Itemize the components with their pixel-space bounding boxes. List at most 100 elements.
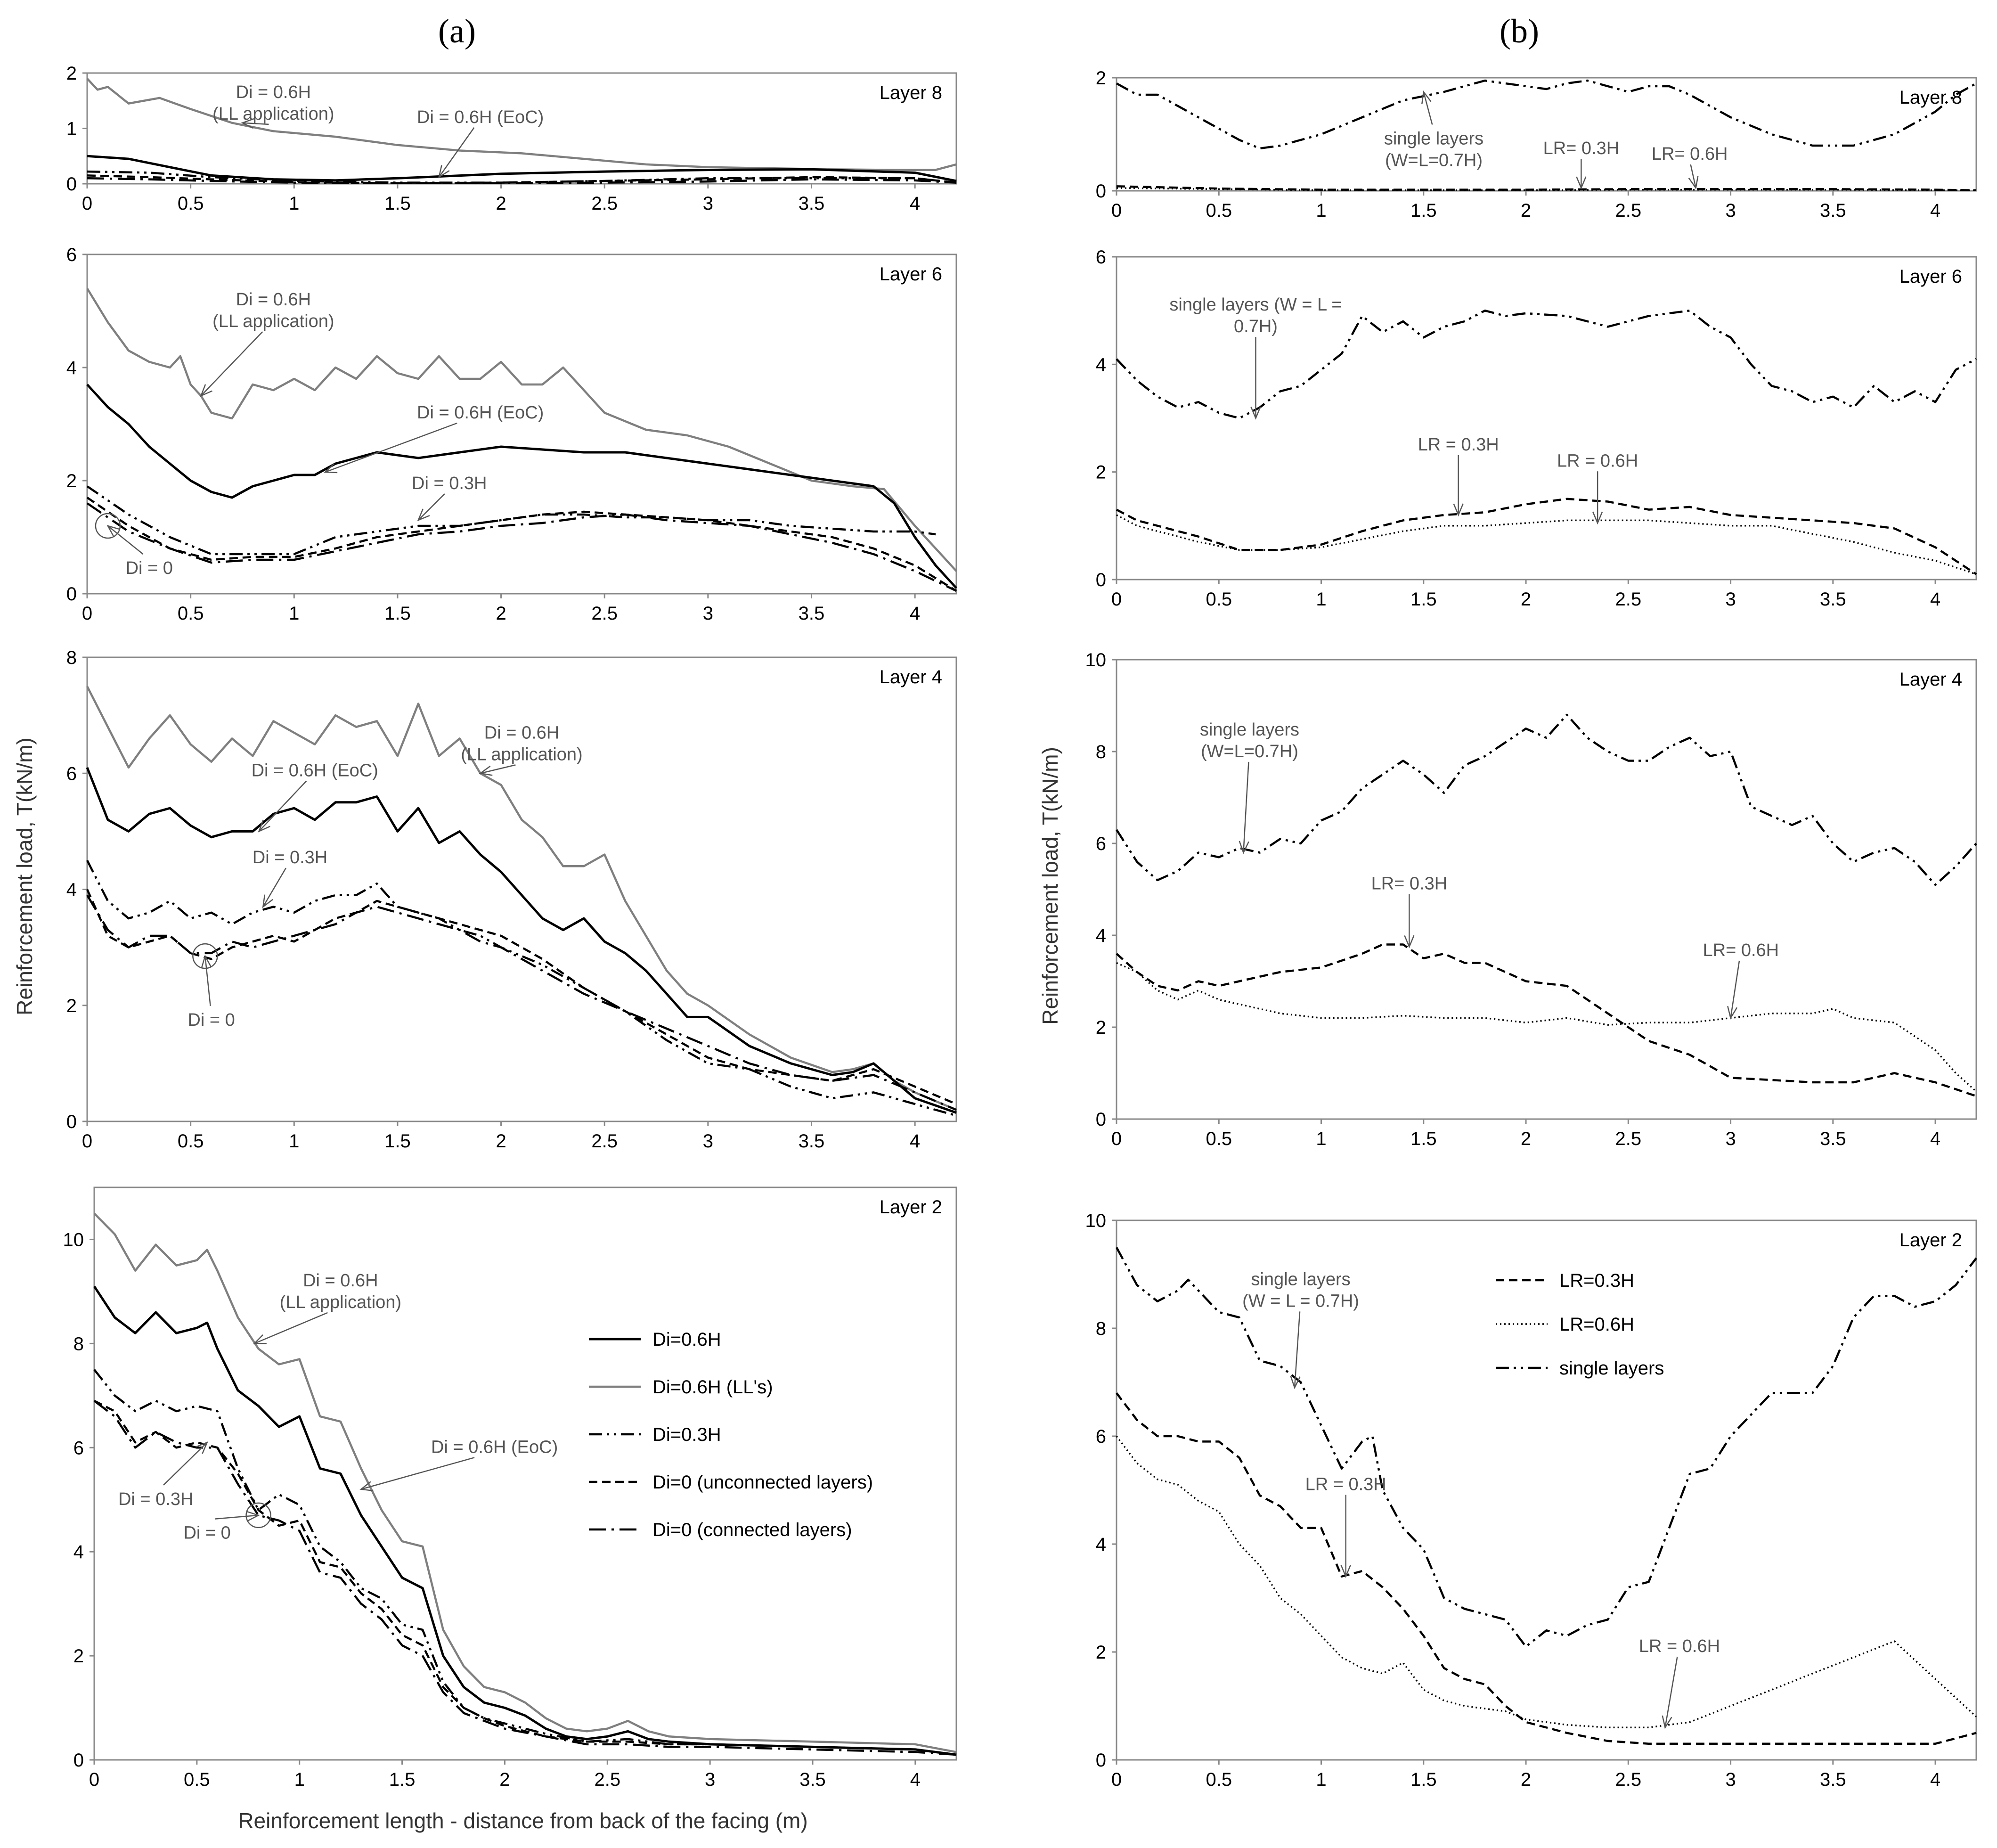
series-line-di-0-6h [87,155,957,182]
series-line-di-0-6h [93,1285,957,1756]
y-tick-label: 2 [1096,1017,1106,1038]
annotation-arrowhead [196,1441,208,1454]
x-tick-label: 2 [499,1769,510,1790]
chart-a8: 0 0.5 1 1.5 2 2.5 3 3.5 4 0 1 2 Layer 8 Di = 0.6H (LL … [66,63,957,214]
x-tick-label: 2 [1521,1769,1531,1790]
x-tick-label: 1 [1316,1128,1326,1149]
annotation-label: single layers (W = L = 0.7H) [1242,1269,1359,1311]
x-tick-label: 2.5 [591,1131,618,1152]
y-tick-label: 6 [1096,247,1106,268]
annotation-arrowhead [1688,176,1699,190]
x-tick-label: 0 [82,193,92,214]
y-tick-label: 0 [1096,570,1106,590]
x-tick-label: 2.5 [1615,589,1642,610]
y-tick-label: 10 [63,1229,84,1250]
x-tick-label: 1.5 [1410,589,1437,610]
x-tick-label: 1.5 [389,1769,416,1790]
x-tick-label: 3 [703,1131,713,1152]
annotation-line: (LL application) [212,311,334,331]
x-tick-label: 3 [1725,1128,1736,1149]
x-tick-label: 0 [1111,589,1122,610]
annotation-arrow [1664,1656,1678,1728]
annotation-arrow [214,1514,259,1520]
x-tick-label: 0 [82,603,92,624]
y-tick-label: 6 [1096,834,1106,854]
annotation-line: LR = 0.3H [1418,435,1499,455]
annotation-label: Di = 0.3H [118,1489,193,1509]
x-tick-label: 1 [289,193,299,214]
x-tick-label: 0.5 [178,603,204,624]
annotation-label: Di = 0.6H (EoC) [252,760,378,780]
x-axis-title: Reinforcement length - distance from bac… [238,1808,807,1833]
series-line-di-0-connected-layers [86,894,957,1111]
panel-label-b: (b) [1500,12,1539,50]
annotation-arrow [1690,164,1696,188]
y-tick-label: 8 [1096,1318,1106,1339]
x-tick-label: 4 [1930,200,1940,221]
annotation-line: Di = 0.6H (EoC) [417,107,544,127]
x-tick-label: 1.5 [384,193,411,214]
annotation-arrowhead [1340,1565,1351,1578]
annotation-label: Di = 0 [183,1523,230,1543]
x-tick-label: 2.5 [594,1769,620,1790]
annotation-line: LR= 0.6H [1652,144,1728,164]
annotation-arrow [258,780,307,832]
panel-label-a: (a) [438,12,476,50]
layer-label: Layer 2 [880,1197,942,1218]
annotation-line: (W=L=0.7H) [1201,742,1298,761]
annotation-arrowhead [1592,511,1603,525]
annotation-line: single layers [1200,720,1299,740]
x-tick-label: 3.5 [1820,200,1846,221]
series-line-single-layers [1116,713,1977,886]
annotation-label: LR = 0.3H [1305,1475,1386,1495]
chart-b4: 0 0.5 1 1.5 2 2.5 3 3.5 4 0 2 4 6 8 10 Layer 4 single la… [1085,650,1977,1149]
y-tick-label: 2 [73,1646,84,1667]
annotation-arrowhead [246,1511,260,1521]
annotation-label: Di = 0 [187,1010,235,1030]
annotation-label: LR = 0.6H [1557,451,1638,471]
annotation-line: Di = 0.6H (EoC) [252,760,378,780]
annotation-line: (W = L = 0.7H) [1242,1291,1359,1311]
annotation-line: LR = 0.6H [1557,451,1638,471]
y-tick-label: 10 [1085,1210,1107,1231]
x-tick-label: 1.5 [384,1131,411,1152]
y-axis-title-left: Reinforcement load, T(kN/m) [12,737,37,1015]
x-tick-label: 1 [289,603,299,624]
annotation-arrow [417,493,445,521]
x-tick-label: 2 [496,193,506,214]
series-line-di-0-unconnected-layers [93,1399,957,1756]
annotation-label: LR = 0.3H [1418,435,1499,455]
y-tick-label: 6 [1096,1426,1106,1447]
annotation-line: (LL application) [212,104,334,124]
y-tick-label: 0 [1096,1109,1106,1130]
y-tick-label: 6 [73,1438,84,1458]
y-tick-label: 0 [66,584,77,605]
plot-frame [1116,1219,1977,1761]
y-tick-label: 4 [1096,925,1106,946]
x-tick-label: 1.5 [1410,1769,1437,1790]
x-tick-label: 0.5 [1206,589,1232,610]
x-tick-label: 2.5 [1615,1769,1642,1790]
x-tick-label: 3.5 [1820,1128,1846,1149]
annotation-label: single layers (W=L=0.7H) [1384,129,1483,171]
annotation-line: Di = 0.3H [412,474,487,493]
legend-b: LR=0.3H LR=0.6H single layers [1496,1270,1664,1379]
annotation-arrow [163,1442,208,1486]
annotation-label: Di = 0.6H (LL application) [212,290,334,331]
series-line-di-0-6h-ll-s [86,287,957,572]
annotation-arrowhead [253,1334,267,1344]
annotation-label: LR = 0.6H [1639,1636,1720,1656]
legend-label-lr-0-6h: LR=0.6H [1559,1314,1634,1335]
annotation-label: Di = 0.6H (EoC) [417,107,544,127]
annotation-line: single layers [1251,1269,1350,1289]
annotation-line: LR= 0.3H [1543,139,1620,158]
x-tick-label: 2 [1521,589,1531,610]
annotation-arrow [254,1312,328,1344]
annotation-line: Di = 0.3H [253,848,327,867]
annotation-arrow [480,764,516,774]
annotation-label: Di = 0.3H [412,474,487,493]
y-tick-label: 4 [1096,354,1106,375]
annotation-arrowhead [1576,176,1587,190]
layer-label: Layer 4 [1899,669,1962,690]
